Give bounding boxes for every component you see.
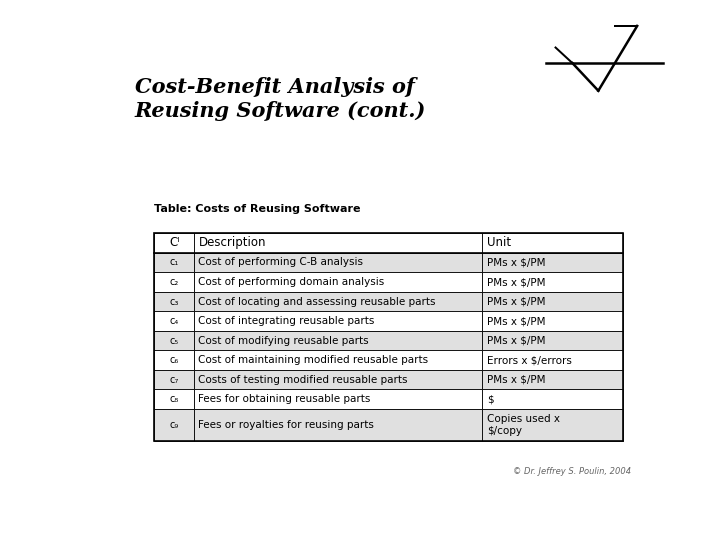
Text: Cost of modifying reusable parts: Cost of modifying reusable parts: [199, 335, 369, 346]
Bar: [194, 253, 482, 272]
Text: Fees for obtaining reusable parts: Fees for obtaining reusable parts: [199, 394, 371, 404]
Bar: [194, 233, 482, 253]
Text: Fees or royalties for reusing parts: Fees or royalties for reusing parts: [199, 420, 374, 430]
Bar: [194, 331, 482, 350]
Bar: [194, 272, 482, 292]
Bar: [482, 233, 623, 253]
Bar: [154, 331, 194, 350]
Bar: [482, 253, 623, 272]
Text: © Dr. Jeffrey S. Poulin, 2004: © Dr. Jeffrey S. Poulin, 2004: [513, 468, 631, 476]
Text: $: $: [487, 394, 493, 404]
Text: PMs x $/PM: PMs x $/PM: [487, 258, 545, 267]
Bar: [154, 253, 194, 272]
Bar: [154, 409, 194, 441]
Text: PMs x $/PM: PMs x $/PM: [487, 335, 545, 346]
Text: Cost of locating and assessing reusable parts: Cost of locating and assessing reusable …: [199, 296, 436, 307]
Bar: [154, 350, 194, 370]
Bar: [154, 311, 194, 331]
Bar: [194, 409, 482, 441]
Text: Cᴵ: Cᴵ: [169, 237, 179, 249]
Text: c₅: c₅: [169, 335, 179, 346]
Bar: [194, 350, 482, 370]
Bar: [482, 389, 623, 409]
Bar: [194, 370, 482, 389]
Bar: [154, 233, 194, 253]
Bar: [482, 409, 623, 441]
Text: c₈: c₈: [169, 394, 179, 404]
Text: c₉: c₉: [169, 420, 179, 430]
Text: PMs x $/PM: PMs x $/PM: [487, 316, 545, 326]
Bar: [154, 272, 194, 292]
Text: PMs x $/PM: PMs x $/PM: [487, 375, 545, 384]
Text: c₄: c₄: [169, 316, 179, 326]
Bar: [482, 331, 623, 350]
Bar: [482, 292, 623, 311]
Bar: [482, 272, 623, 292]
Text: c₂: c₂: [169, 277, 179, 287]
Text: Cost of integrating reusable parts: Cost of integrating reusable parts: [199, 316, 375, 326]
Text: c₁: c₁: [169, 258, 179, 267]
Text: c₃: c₃: [169, 296, 179, 307]
Text: Errors x $/errors: Errors x $/errors: [487, 355, 572, 365]
Bar: [154, 389, 194, 409]
Bar: [482, 311, 623, 331]
Text: Description: Description: [199, 237, 266, 249]
Text: Table: Costs of Reusing Software: Table: Costs of Reusing Software: [154, 205, 361, 214]
Text: c₇: c₇: [169, 375, 179, 384]
Text: Unit: Unit: [487, 237, 511, 249]
Bar: [194, 311, 482, 331]
Bar: [482, 350, 623, 370]
Bar: [154, 370, 194, 389]
Text: Cost of maintaining modified reusable parts: Cost of maintaining modified reusable pa…: [199, 355, 428, 365]
Text: Cost of performing domain analysis: Cost of performing domain analysis: [199, 277, 384, 287]
Bar: [194, 389, 482, 409]
Text: c₆: c₆: [169, 355, 179, 365]
Bar: [482, 370, 623, 389]
Text: PMs x $/PM: PMs x $/PM: [487, 296, 545, 307]
Text: Cost of performing C-B analysis: Cost of performing C-B analysis: [199, 258, 364, 267]
Text: Copies used x
$/copy: Copies used x $/copy: [487, 414, 559, 436]
Text: Cost-Benefit Analysis of
Reusing Software (cont.): Cost-Benefit Analysis of Reusing Softwar…: [135, 77, 426, 122]
Text: Costs of testing modified reusable parts: Costs of testing modified reusable parts: [199, 375, 408, 384]
Bar: [154, 292, 194, 311]
Text: PMs x $/PM: PMs x $/PM: [487, 277, 545, 287]
Bar: [194, 292, 482, 311]
